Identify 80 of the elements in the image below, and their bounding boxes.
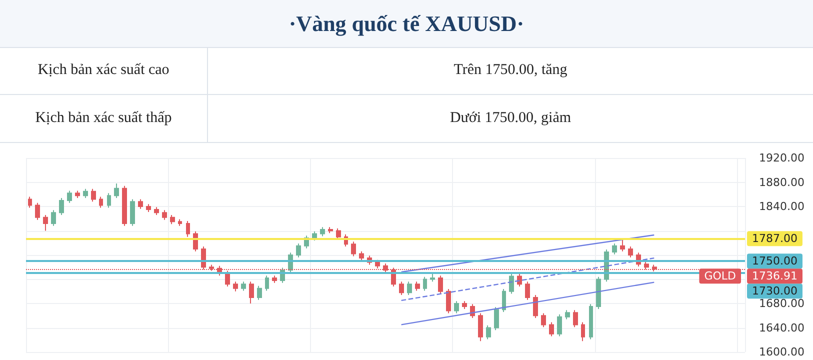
candlestick bbox=[509, 273, 514, 294]
candlestick bbox=[225, 270, 230, 288]
candlestick bbox=[549, 322, 554, 337]
candlestick bbox=[454, 300, 459, 314]
candlestick bbox=[162, 210, 167, 220]
candlestick bbox=[265, 275, 269, 292]
y-tick-label: 1840.00 bbox=[759, 200, 804, 213]
candlestick bbox=[407, 281, 412, 296]
candlestick bbox=[296, 242, 301, 258]
y-tick-label: 1920.00 bbox=[759, 152, 804, 164]
candlestick bbox=[257, 285, 262, 300]
candlestick bbox=[438, 275, 443, 294]
text: Kịch bản xác suất thấp bbox=[0, 94, 208, 142]
candlestick bbox=[312, 230, 317, 241]
candlestick bbox=[399, 281, 404, 296]
candlestick bbox=[28, 196, 32, 208]
candlestick bbox=[494, 306, 499, 331]
candlestick bbox=[596, 276, 601, 310]
candlestick bbox=[359, 250, 364, 261]
text: Trên 1750.00, tăng bbox=[208, 47, 813, 94]
candlestick bbox=[170, 214, 175, 225]
candlestick bbox=[573, 310, 578, 328]
candlestick bbox=[320, 226, 325, 237]
candlestick bbox=[533, 294, 538, 319]
candlestick bbox=[589, 304, 593, 340]
candlestick bbox=[178, 218, 182, 226]
candlestick bbox=[581, 322, 585, 342]
annotation: GOLD bbox=[704, 270, 736, 283]
candlestick bbox=[375, 259, 380, 269]
candlestick bbox=[328, 226, 333, 234]
candlestick bbox=[75, 190, 80, 199]
candlestick bbox=[130, 198, 135, 226]
candlestick bbox=[233, 281, 238, 292]
y-tick-label: 1880.00 bbox=[759, 176, 804, 189]
candlestick bbox=[241, 281, 246, 292]
candlestick bbox=[517, 273, 522, 288]
candlestick bbox=[154, 206, 159, 216]
candlestick bbox=[67, 190, 72, 204]
y-tick-label: 1640.00 bbox=[759, 321, 804, 334]
text: Dưới 1750.00, giảm bbox=[208, 94, 813, 142]
candlestick bbox=[620, 238, 625, 252]
candlestick bbox=[43, 214, 48, 232]
candlestick bbox=[114, 182, 119, 199]
candlestick bbox=[502, 288, 506, 312]
ref-line-label: 1730.00 bbox=[752, 284, 798, 298]
candlestick bbox=[486, 324, 491, 340]
chart-title: ·Vàng quốc tế XAUUSD· bbox=[0, 0, 813, 48]
candlestick bbox=[59, 198, 64, 216]
candlestick bbox=[122, 185, 127, 226]
candlestick bbox=[423, 276, 427, 292]
ref-line-label: 1736.91 bbox=[752, 270, 798, 283]
candlestick bbox=[91, 188, 96, 202]
candlestick bbox=[565, 310, 570, 320]
candlestick bbox=[478, 312, 483, 342]
candlestick bbox=[557, 314, 562, 337]
candlestick bbox=[612, 242, 617, 255]
candlestick bbox=[272, 275, 277, 284]
candlestick bbox=[138, 198, 143, 210]
candlestick bbox=[99, 196, 103, 208]
candlestick bbox=[446, 288, 451, 314]
candlestick bbox=[51, 210, 56, 226]
candlestick bbox=[541, 312, 546, 328]
y-tick-label: 1600.00 bbox=[759, 346, 804, 358]
text: Kịch bản xác suất cao bbox=[0, 47, 208, 94]
ref-line-label: 1787.00 bbox=[752, 232, 798, 246]
candlestick bbox=[35, 202, 40, 220]
candlestick bbox=[249, 281, 254, 304]
candlestick bbox=[83, 188, 88, 199]
ref-line-label: 1750.00 bbox=[752, 254, 798, 268]
candlestick bbox=[462, 300, 467, 310]
candlestick bbox=[186, 220, 190, 238]
candlestick bbox=[336, 228, 341, 240]
candlestick bbox=[525, 281, 530, 300]
y-tick-label: 1680.00 bbox=[759, 297, 804, 310]
candlestick bbox=[430, 272, 435, 282]
candlestick bbox=[628, 246, 633, 258]
candlestick bbox=[415, 281, 420, 292]
candlestick bbox=[351, 241, 356, 257]
candlestick bbox=[107, 192, 111, 208]
candlestick bbox=[146, 204, 151, 212]
